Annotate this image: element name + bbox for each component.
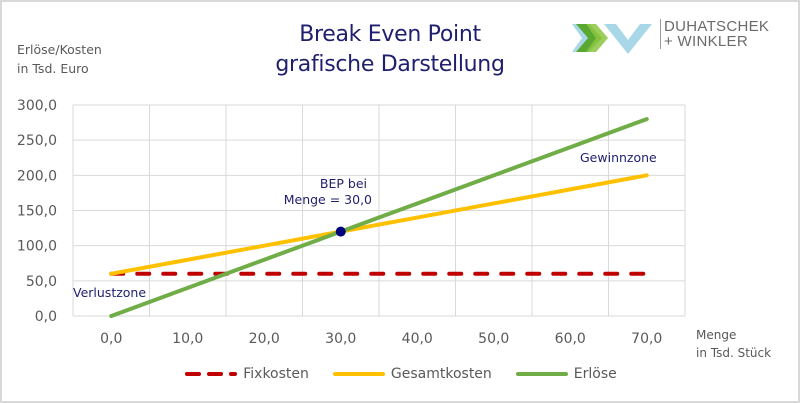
legend-item-erloese[interactable]: Erlöse (514, 366, 617, 382)
logo-text-line2: + WINKLER (664, 33, 748, 50)
y-tick-label: 300,0 (17, 98, 57, 114)
gewinnzone-label: Gewinnzone (580, 150, 657, 165)
solid-line-icon (332, 372, 385, 376)
y-tick-label: 0,0 (35, 309, 57, 325)
y-axis-label-line1: Erlöse/Kosten (17, 42, 102, 57)
legend-label-erloese: Erlöse (573, 366, 617, 382)
y-axis-label-line2: in Tsd. Euro (17, 61, 89, 76)
x-tick-label: 40,0 (402, 331, 433, 347)
y-tick-label: 200,0 (17, 168, 57, 184)
x-tick-label: 20,0 (249, 331, 280, 347)
x-tick-label: 60,0 (555, 331, 586, 347)
x-axis-label-line2: in Tsd. Stück (696, 346, 772, 360)
x-tick-label: 30,0 (325, 331, 356, 347)
x-tick-label: 70,0 (631, 331, 662, 347)
bep-point-icon (335, 226, 346, 237)
x-axis-ticks: 0,0 10,0 20,0 30,0 40,0 50,0 60,0 70,0 (100, 331, 662, 347)
bep-label-line2: Menge = 30,0 (284, 192, 372, 207)
y-axis-label: Erlöse/Kosten in Tsd. Euro (17, 40, 102, 78)
chart-title: Break Even Point grafische Darstellung (240, 20, 540, 80)
logo-text-line1: DUHATSCHEK (664, 18, 770, 35)
legend-item-fixkosten[interactable]: Fixkosten (183, 366, 309, 382)
y-tick-label: 100,0 (17, 239, 57, 255)
legend-item-gesamtkosten[interactable]: Gesamtkosten (331, 366, 492, 382)
x-axis-label-line1: Menge (696, 328, 737, 342)
annotations: BEP bei Menge = 30,0 Gewinnzone Verlustz… (73, 150, 657, 300)
y-tick-label: 150,0 (17, 204, 57, 220)
verlustzone-label: Verlustzone (73, 285, 146, 300)
legend-label-gesamtkosten: Gesamtkosten (390, 366, 492, 382)
x-tick-label: 0,0 (100, 331, 122, 347)
x-tick-label: 50,0 (478, 331, 509, 347)
gridlines (72, 104, 686, 317)
bep-label-line1: BEP bei (320, 176, 367, 191)
y-tick-label: 250,0 (17, 133, 57, 149)
company-logo-text: DUHATSCHEK + WINKLER (660, 19, 769, 49)
dashed-line-icon (185, 372, 238, 376)
bep-marker (335, 226, 346, 237)
legend-label-fixkosten: Fixkosten (243, 366, 309, 382)
x-axis-label: Menge in Tsd. Stück (696, 326, 771, 362)
series-line-gesamtkosten (109, 173, 649, 276)
company-logo-icon (572, 24, 652, 54)
x-tick-label: 10,0 (172, 331, 203, 347)
chart-title-line1: Break Even Point (299, 22, 481, 47)
y-axis-ticks: 0,0 50,0 100,0 150,0 200,0 250,0 300,0 (17, 98, 57, 325)
solid-line-icon (515, 372, 568, 376)
series-line-erlse (109, 117, 649, 318)
data-series (109, 117, 649, 318)
chart-legend: Fixkosten Gesamtkosten Erlöse (0, 366, 800, 382)
y-tick-label: 50,0 (26, 274, 57, 290)
chart-title-line2: grafische Darstellung (275, 52, 505, 77)
